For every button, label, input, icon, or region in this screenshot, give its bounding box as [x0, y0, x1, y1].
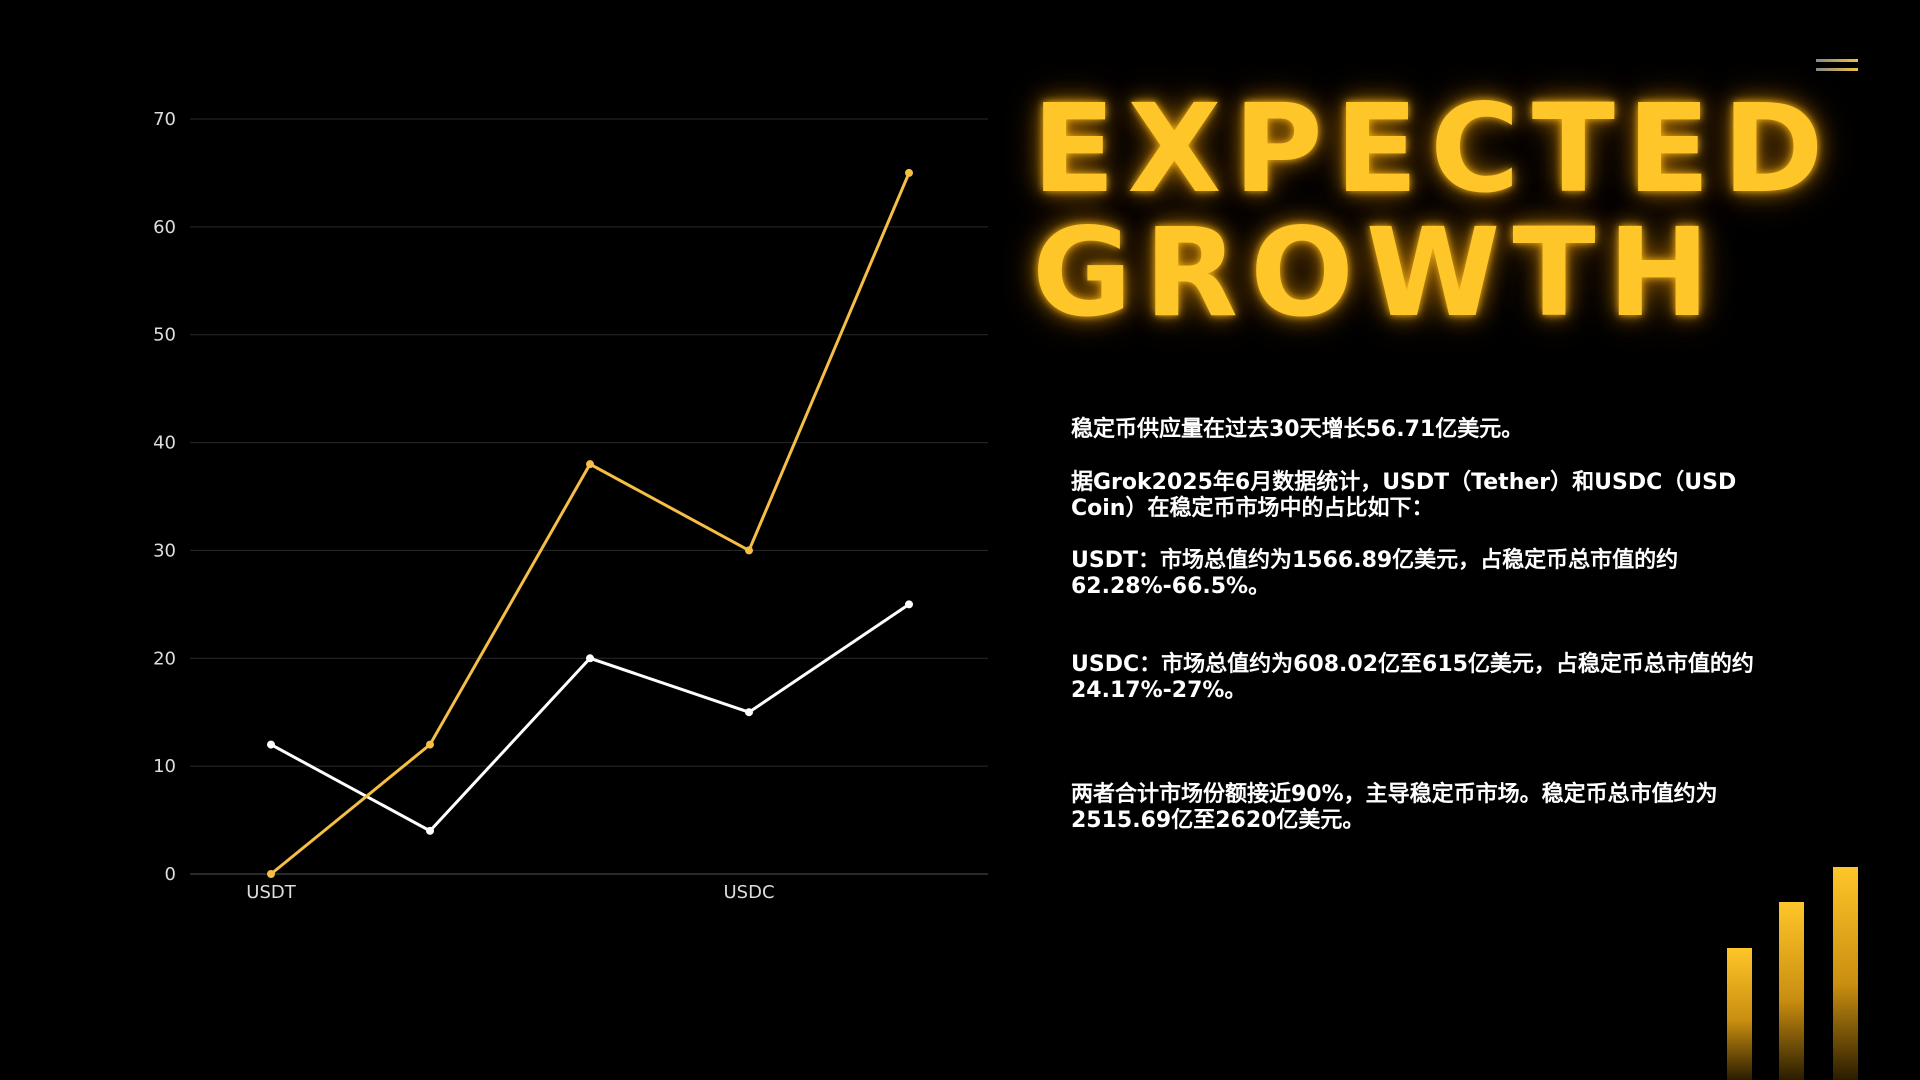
paragraph-source: 据Grok2025年6月数据统计，USDT（Tether）和USDC（USD C… — [1071, 470, 1737, 521]
paragraph-usdc: USDC：市场总值约为608.02亿至615亿美元，占稳定币总市值的约24.17… — [1071, 652, 1754, 703]
data-point — [267, 870, 275, 878]
data-point — [586, 654, 594, 663]
data-point — [745, 708, 753, 717]
y-tick-label: 40 — [153, 433, 176, 454]
y-tick-label: 50 — [153, 325, 176, 346]
data-point — [426, 740, 434, 749]
data-point — [905, 600, 913, 609]
title-line-2: GROWTH — [1032, 202, 1722, 344]
x-tick-label: USDT — [246, 882, 296, 903]
y-tick-label: 20 — [153, 648, 176, 669]
y-tick-label: 10 — [153, 756, 176, 777]
data-point — [426, 826, 434, 835]
paragraph-total: 两者合计市场份额接近90%，主导稳定币市场。稳定币总市值约为2515.69亿至2… — [1071, 782, 1718, 833]
y-tick-label: 70 — [153, 109, 176, 130]
data-point — [745, 546, 753, 555]
data-point — [905, 168, 913, 177]
series-line — [270, 172, 911, 876]
decor-bar-3 — [1833, 867, 1858, 1080]
decor-bar-1 — [1727, 948, 1752, 1080]
paragraph-usdt: USDT：市场总值约为1566.89亿美元，占稳定币总市值的约62.28%-66… — [1071, 548, 1679, 599]
paragraph-supply: 稳定币供应量在过去30天增长56.71亿美元。 — [1071, 417, 1524, 442]
line-chart: 0 10 20 30 40 50 60 70 USDT USDC — [153, 109, 988, 903]
x-tick-label: USDC — [723, 882, 774, 903]
data-point — [586, 460, 594, 469]
y-tick-label: 0 — [165, 864, 176, 885]
data-point — [267, 740, 275, 749]
hamburger-menu-icon[interactable] — [1816, 56, 1858, 74]
decor-bar-2 — [1779, 902, 1804, 1080]
title-line-1: EXPECTED — [1032, 78, 1836, 220]
y-tick-label: 60 — [153, 217, 176, 238]
y-tick-label: 30 — [153, 540, 176, 561]
